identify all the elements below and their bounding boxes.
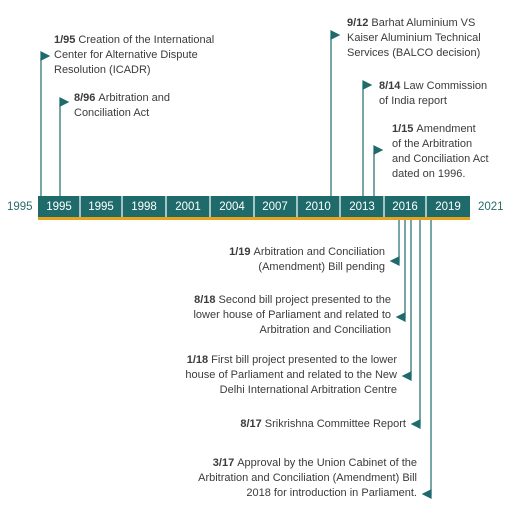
event-text: Arbitration and — [98, 92, 170, 104]
event-text: Services (BALCO decision) — [347, 47, 481, 59]
event-8-14: 8/14 Law Commission of India report — [379, 79, 487, 109]
event-date: 3/17 — [212, 457, 235, 469]
axis-dividers — [79, 196, 427, 217]
flag-1-19 — [389, 256, 400, 266]
event-1-18: 1/18 First bill project presented to the … — [185, 353, 397, 398]
event-text: (Amendment) Bill pending — [258, 261, 385, 273]
event-8-17: 8/17 Srikrishna Committee Report — [240, 417, 406, 432]
event-date: 8/17 — [240, 418, 262, 430]
axis-tick: 2019 — [435, 201, 461, 213]
event-text: house of Parliament and related to the N… — [185, 369, 397, 381]
event-date: 8/18 — [194, 294, 216, 306]
axis-tick: 1995 — [46, 201, 72, 213]
event-1-95: 1/95 Creation of the International Center… — [54, 33, 214, 78]
axis-start-label: 1995 — [7, 201, 33, 213]
event-text: and Conciliation Act — [392, 153, 489, 165]
event-text: of the Arbitration — [392, 138, 473, 150]
flag-8-17 — [410, 419, 421, 429]
event-3-17: 3/17 Approval by the Union Cabinet of the… — [198, 456, 417, 501]
axis-tick: 2016 — [392, 201, 418, 213]
event-text: Creation of the International — [78, 34, 215, 46]
event-text: Approval by the Union Cabinet of the — [237, 457, 417, 469]
event-1-19: 1/19 Arbitration and Conciliation (Amendm… — [229, 245, 385, 275]
event-date: 8/14 — [379, 80, 401, 92]
axis-tick: 1995 — [88, 201, 114, 213]
event-text: lower house of Parliament and related to — [193, 309, 391, 321]
event-text: Center for Alternative Dispute — [54, 49, 198, 61]
event-text: dated on 1996. — [392, 168, 466, 180]
event-text: Kaiser Aluminium Technical — [347, 32, 481, 44]
axis-end-label: 2021 — [478, 201, 504, 213]
flag-1-18 — [401, 371, 412, 381]
event-date: 1/95 — [54, 34, 76, 46]
axis-tick: 2001 — [175, 201, 201, 213]
axis-tick: 2007 — [262, 201, 288, 213]
event-8-18: 8/18 Second bill project presented to the… — [193, 293, 391, 338]
event-text: Delhi International Arbitration Centre — [219, 384, 397, 396]
axis-tick: 2004 — [219, 201, 245, 213]
event-text: of India report — [379, 95, 447, 107]
flag-1-15 — [373, 145, 384, 155]
event-text: Law Commission — [403, 80, 488, 92]
event-text: First bill project presented to the lowe… — [211, 354, 397, 366]
event-text: Resolution (ICADR) — [54, 64, 151, 76]
event-text: Second bill project presented to the — [218, 294, 391, 306]
event-text: Barhat Aluminium VS — [371, 17, 476, 29]
event-text: 2018 for introduction in Parliament. — [246, 487, 417, 499]
flag-8-18 — [395, 312, 406, 322]
event-text: Conciliation Act — [74, 107, 150, 119]
event-text: Arbitration and Conciliation — [253, 246, 385, 258]
event-1-15: 1/15 Amendment of the Arbitration and Con… — [392, 122, 489, 182]
event-date: 8/96 — [74, 92, 96, 104]
event-text: Arbitration and Conciliation (Amendment)… — [198, 472, 417, 484]
event-text: Arbitration and Conciliation — [259, 324, 391, 336]
flag-8-96 — [59, 97, 70, 107]
event-text: Amendment — [416, 123, 476, 135]
event-8-96: 8/96 Arbitration and Conciliation Act — [74, 91, 170, 121]
event-date: 9/12 — [347, 17, 369, 29]
event-date: 1/15 — [392, 123, 414, 135]
flag-1-95 — [40, 51, 51, 61]
axis-tick: 2010 — [305, 201, 331, 213]
event-date: 1/19 — [229, 246, 251, 258]
axis-tick: 1998 — [131, 201, 157, 213]
event-text: Srikrishna Committee Report — [264, 418, 406, 430]
axis-tick: 2013 — [349, 201, 375, 213]
flag-8-14 — [362, 80, 373, 90]
flag-3-17 — [421, 489, 432, 499]
flag-9-12 — [330, 30, 341, 40]
event-9-12: 9/12 Barhat Aluminium VS Kaiser Aluminium… — [347, 16, 481, 61]
axis-underline — [38, 217, 470, 220]
event-date: 1/18 — [186, 354, 209, 366]
